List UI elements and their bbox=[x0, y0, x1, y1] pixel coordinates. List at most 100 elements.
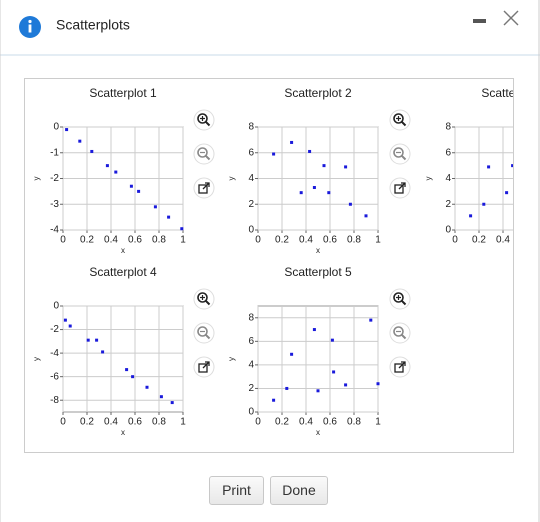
point bbox=[511, 164, 513, 168]
icon-shape bbox=[202, 182, 210, 190]
y-tick-label: 8 bbox=[445, 122, 451, 133]
icon-shape bbox=[197, 147, 208, 158]
icon-shape bbox=[401, 121, 407, 127]
icon-shape bbox=[197, 326, 208, 337]
dialog-title: Scatterplots bbox=[56, 17, 130, 33]
point bbox=[290, 140, 294, 144]
minimize-button[interactable] bbox=[473, 19, 486, 23]
point bbox=[344, 383, 348, 387]
zoom-out-button[interactable] bbox=[389, 322, 411, 344]
point bbox=[312, 328, 316, 332]
point bbox=[312, 186, 316, 190]
chart-title: Scatterplot 1 bbox=[89, 86, 157, 100]
zoom-out-button[interactable] bbox=[193, 322, 215, 344]
external-link-button[interactable] bbox=[389, 356, 411, 378]
scatterplot: Scatterplot 2 0 0.2 0.4 0.6 0.8 1 0 2 4 6 8 x y bbox=[227, 86, 381, 255]
x-tick-label: 1 bbox=[375, 417, 381, 428]
y-axis-label: y bbox=[227, 177, 236, 181]
plot-area bbox=[257, 305, 379, 413]
point bbox=[125, 368, 129, 372]
zoom-in-button[interactable] bbox=[389, 109, 411, 131]
y-tick-label: 8 bbox=[248, 312, 254, 323]
x-tick-label: 0.6 bbox=[323, 417, 337, 428]
icon-shape bbox=[401, 300, 407, 306]
icon-circle bbox=[389, 288, 411, 310]
scatterplot: Scatterplot 4 0 0.2 0.4 0.6 0.8 1 0 -2 -4 -6 -8 x y bbox=[32, 265, 186, 437]
y-tick-label: -2 bbox=[50, 324, 59, 335]
point bbox=[159, 395, 163, 399]
icon-shape bbox=[198, 184, 208, 194]
zoom-in-button[interactable] bbox=[193, 288, 215, 310]
icon-shape bbox=[205, 334, 211, 340]
x-axis-label: x bbox=[316, 246, 320, 255]
zoom-in-button[interactable] bbox=[389, 288, 411, 310]
point bbox=[469, 214, 473, 218]
point bbox=[332, 370, 336, 374]
icon-circle bbox=[193, 322, 215, 344]
y-tick-label: -8 bbox=[50, 395, 59, 406]
icon-shape bbox=[197, 292, 208, 303]
chart-title: Scatterplot 5 bbox=[284, 265, 352, 279]
x-tick-label: 0 bbox=[255, 417, 261, 428]
zoom-out-button[interactable] bbox=[389, 143, 411, 165]
close-button[interactable] bbox=[503, 10, 519, 26]
x-axis-label: x bbox=[121, 428, 125, 437]
icon-shape bbox=[401, 334, 407, 340]
icon-shape bbox=[205, 300, 211, 306]
y-tick-label: 6 bbox=[445, 147, 451, 158]
print-button[interactable]: Print bbox=[209, 476, 264, 505]
point bbox=[308, 149, 312, 153]
y-tick-label: 0 bbox=[248, 407, 254, 418]
icon-shape bbox=[393, 147, 404, 158]
point bbox=[505, 191, 509, 195]
point bbox=[86, 338, 90, 342]
y-tick-label: 0 bbox=[248, 225, 254, 236]
external-link-button[interactable] bbox=[193, 356, 215, 378]
point bbox=[131, 375, 135, 379]
x-tick-label: 0.4 bbox=[299, 235, 313, 246]
point bbox=[114, 170, 118, 174]
y-axis-label: y bbox=[32, 357, 41, 361]
y-tick-label: 4 bbox=[248, 173, 254, 184]
x-tick-label: 0 bbox=[60, 417, 66, 428]
chart-title: Scatterplot 4 bbox=[89, 265, 157, 279]
x-tick-label: 0.4 bbox=[299, 417, 313, 428]
icon-shape bbox=[205, 121, 211, 127]
point bbox=[65, 128, 69, 132]
x-tick-label: 0.2 bbox=[275, 417, 289, 428]
icon-circle bbox=[389, 322, 411, 344]
point bbox=[316, 389, 320, 393]
point bbox=[145, 385, 149, 389]
zoom-out-button[interactable] bbox=[193, 143, 215, 165]
icon-shape bbox=[394, 363, 404, 373]
x-tick-label: 1 bbox=[180, 235, 186, 246]
point bbox=[322, 164, 326, 168]
y-tick-label: 4 bbox=[445, 173, 451, 184]
done-button[interactable]: Done bbox=[270, 476, 328, 505]
y-tick-label: -6 bbox=[50, 371, 59, 382]
point bbox=[68, 324, 72, 328]
y-tick-label: 2 bbox=[248, 383, 254, 394]
point bbox=[272, 398, 276, 402]
plot-area bbox=[62, 305, 184, 413]
icon-shape bbox=[398, 182, 406, 190]
chart-title: Scatterplot 2 bbox=[284, 86, 352, 100]
point bbox=[180, 227, 184, 231]
point bbox=[348, 202, 352, 206]
icon-shape bbox=[197, 113, 208, 124]
zoom-in-button[interactable] bbox=[193, 109, 215, 131]
y-tick-label: -3 bbox=[50, 199, 59, 210]
external-link-button[interactable] bbox=[389, 177, 411, 199]
icon-circle bbox=[389, 143, 411, 165]
x-tick-label: 0.6 bbox=[520, 235, 534, 246]
external-link-button[interactable] bbox=[193, 177, 215, 199]
y-tick-label: 2 bbox=[248, 199, 254, 210]
icon-shape bbox=[394, 184, 404, 194]
icon-shape bbox=[393, 113, 404, 124]
y-tick-label: 4 bbox=[248, 360, 254, 371]
x-tick-label: 0 bbox=[60, 235, 66, 246]
y-tick-label: 6 bbox=[248, 147, 254, 158]
